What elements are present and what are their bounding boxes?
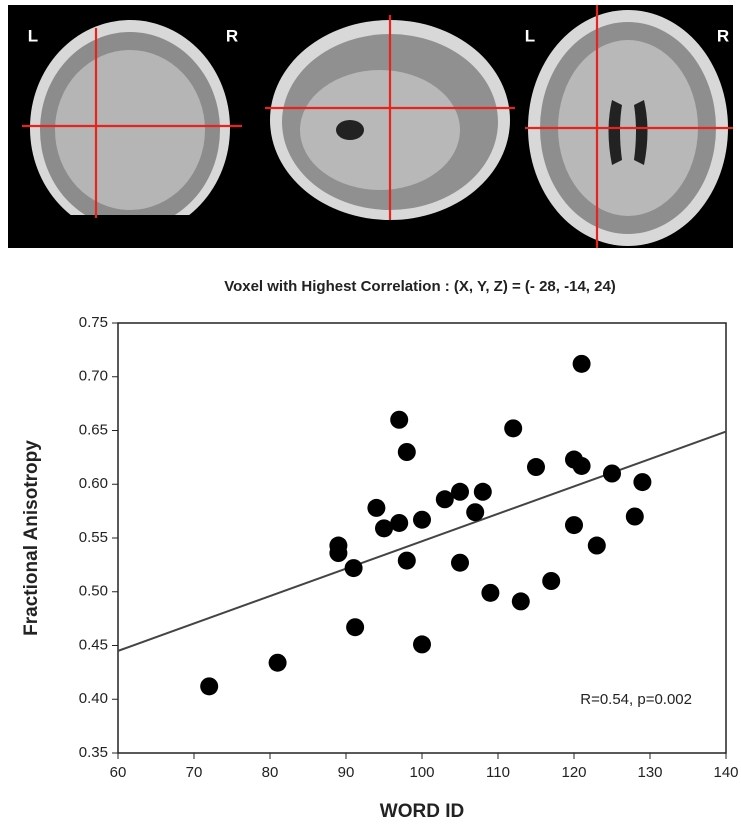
data-point	[413, 511, 431, 529]
y-tick-label: 0.35	[79, 744, 108, 761]
y-tick-label: 0.60	[79, 475, 108, 492]
data-point	[527, 458, 545, 476]
y-axis-label: Fractional Anisotropy	[21, 440, 42, 636]
data-point	[542, 572, 560, 590]
y-tick-label: 0.40	[79, 690, 108, 707]
side-label: L	[28, 26, 38, 45]
y-tick-label: 0.75	[79, 314, 108, 331]
side-label: R	[717, 26, 729, 45]
data-point	[588, 537, 606, 555]
x-tick-label: 100	[409, 764, 434, 781]
data-point	[345, 559, 363, 577]
x-tick-label: 80	[262, 764, 279, 781]
coronal-white-matter	[55, 50, 205, 210]
data-point	[269, 654, 287, 672]
side-label: R	[226, 26, 238, 45]
x-tick-label: 70	[186, 764, 203, 781]
data-point	[512, 592, 530, 610]
data-point	[329, 544, 347, 562]
x-tick-label: 130	[637, 764, 662, 781]
side-label: L	[525, 26, 535, 45]
sagittal-crop	[262, 220, 522, 248]
data-point	[504, 419, 522, 437]
data-point	[565, 516, 583, 534]
data-point	[390, 514, 408, 532]
data-point	[573, 355, 591, 373]
data-point	[390, 411, 408, 429]
sagittal-ventricle	[336, 120, 364, 140]
data-point	[603, 465, 621, 483]
x-tick-label: 110	[486, 764, 510, 781]
x-tick-label: 60	[110, 764, 127, 781]
x-tick-label: 90	[338, 764, 355, 781]
data-point	[398, 443, 416, 461]
x-tick-label: 120	[561, 764, 586, 781]
data-point	[413, 635, 431, 653]
brain-panel: L R L R	[8, 5, 733, 248]
data-point	[466, 503, 484, 521]
data-point	[626, 508, 644, 526]
data-point	[200, 677, 218, 695]
data-point	[367, 499, 385, 517]
figure: L R L R Voxel with Highest Correlation :…	[0, 0, 741, 826]
sagittal-white-matter	[300, 70, 460, 190]
x-axis-label: WORD ID	[380, 801, 464, 822]
data-point	[573, 457, 591, 475]
fit-line	[118, 432, 726, 651]
data-point	[451, 483, 469, 501]
x-tick-label: 140	[713, 764, 738, 781]
chart-title: Voxel with Highest Correlation : (X, Y, …	[224, 278, 616, 295]
y-tick-label: 0.55	[79, 529, 108, 546]
annotation: R=0.54, p=0.002	[580, 691, 692, 708]
y-tick-label: 0.45	[79, 636, 108, 653]
data-point	[398, 552, 416, 570]
data-point	[474, 483, 492, 501]
data-point	[481, 584, 499, 602]
data-point	[451, 554, 469, 572]
y-tick-label: 0.70	[79, 368, 108, 385]
data-point	[346, 618, 364, 636]
y-tick-label: 0.65	[79, 421, 108, 438]
coronal-crop	[20, 215, 245, 248]
y-tick-label: 0.50	[79, 583, 108, 600]
data-point	[633, 473, 651, 491]
